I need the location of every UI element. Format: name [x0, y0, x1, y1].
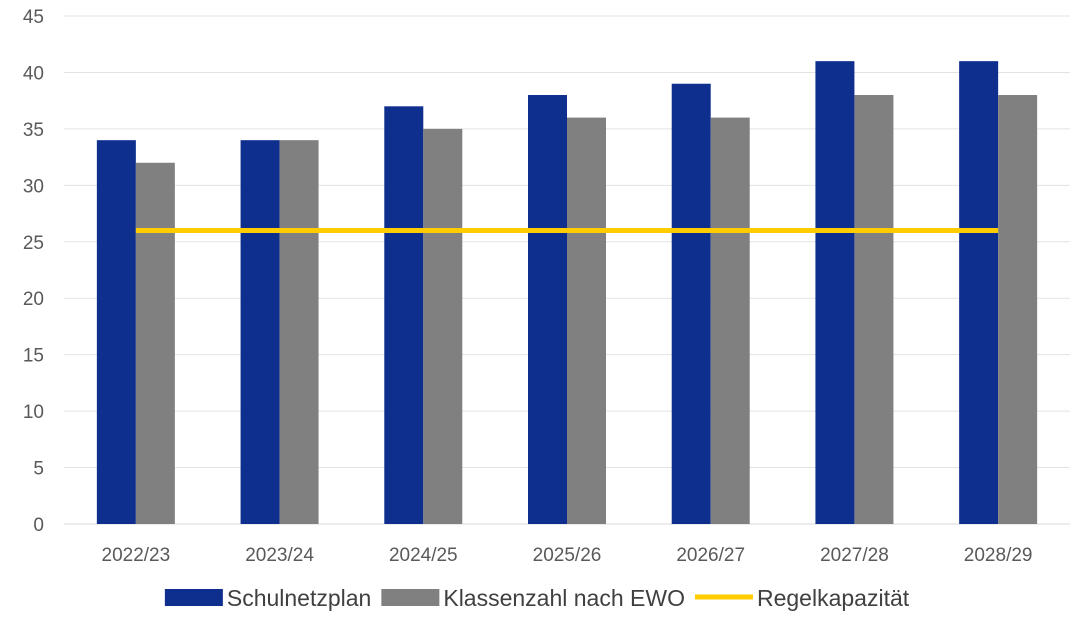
bar: [998, 95, 1038, 525]
legend: Schulnetzplan Klassenzahl nach EWO Regelka…: [164, 585, 910, 611]
legend-label: Regelkapazität: [757, 585, 910, 611]
bars: [96, 61, 1038, 525]
bar: [384, 106, 424, 525]
x-axis: 2022/23 2023/24 2024/25 2025/26 2026/27 2027/…: [102, 545, 1033, 566]
bar: [671, 83, 711, 524]
y-tick-label: 5: [33, 459, 44, 480]
bar: [528, 95, 567, 525]
legend-label: Klassenzahl nach EWO: [443, 585, 685, 611]
y-tick-label: 35: [23, 120, 44, 141]
bar: [423, 128, 463, 524]
x-tick-label: 2023/24: [245, 545, 314, 566]
bar: [854, 95, 894, 525]
x-tick-label: 2027/28: [820, 545, 889, 566]
y-tick-label: 30: [23, 176, 44, 197]
x-tick-label: 2024/25: [389, 545, 458, 566]
bar: [815, 61, 855, 525]
legend-swatch: [381, 589, 440, 606]
y-tick-label: 45: [23, 7, 44, 28]
bar: [710, 117, 750, 524]
x-tick-label: 2025/26: [533, 545, 602, 566]
y-tick-label: 0: [33, 515, 44, 536]
bar: [96, 140, 136, 524]
y-axis: 0 5 10 15 20 25 30 35 40 45: [23, 7, 44, 536]
y-tick-label: 25: [23, 233, 44, 254]
y-tick-label: 15: [23, 346, 44, 367]
bar: [135, 162, 175, 524]
bar: [279, 140, 319, 524]
bar: [240, 140, 280, 524]
legend-swatch: [164, 589, 223, 606]
y-tick-label: 10: [23, 402, 44, 423]
x-tick-label: 2028/29: [964, 545, 1033, 566]
x-tick-label: 2026/27: [676, 545, 745, 566]
legend-label: Schulnetzplan: [227, 585, 372, 611]
bar: [959, 61, 999, 525]
y-tick-label: 40: [23, 63, 44, 84]
bar: [567, 117, 606, 524]
y-tick-label: 20: [23, 289, 44, 310]
x-tick-label: 2022/23: [102, 545, 171, 566]
